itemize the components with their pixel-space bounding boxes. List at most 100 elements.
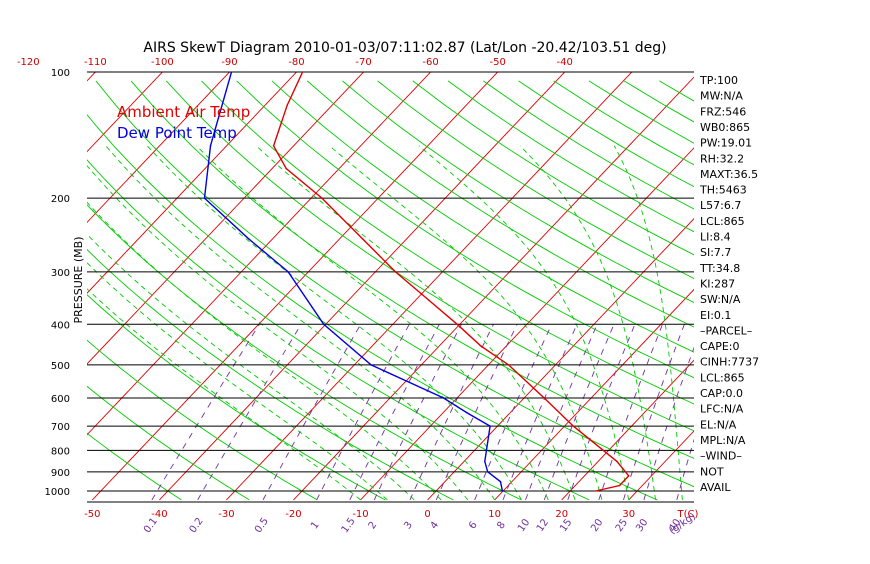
air-temp-point xyxy=(595,490,597,492)
mixing-ratio-line xyxy=(374,324,461,500)
top-temp-tick-label: -100 xyxy=(151,57,174,68)
pressure-tick-label: 200 xyxy=(51,194,70,205)
legend-air-temp: Ambient Air Temp xyxy=(117,103,250,121)
stability-index-item: MW:N/A xyxy=(700,90,743,103)
pressure-tick-label: 400 xyxy=(51,320,70,331)
stability-index-item: FRZ:546 xyxy=(700,105,746,118)
air-temp-point xyxy=(573,425,575,427)
dew-point-point xyxy=(489,425,491,427)
air-temp-point xyxy=(362,238,364,240)
pressure-tick-label: 700 xyxy=(51,422,70,433)
top-temp-tick-label: -90 xyxy=(221,57,237,68)
dry-adiabat-line xyxy=(166,81,861,500)
mixing-ratio-label: 12 xyxy=(535,517,551,534)
dry-adiabat-line xyxy=(307,81,870,500)
stability-index-item: LCL:865 xyxy=(700,215,745,228)
mixing-ratio-line xyxy=(436,324,517,500)
air-temp-point xyxy=(480,345,482,347)
air-temp-point xyxy=(395,271,397,273)
pressure-tick-label: 500 xyxy=(51,361,70,372)
mixing-ratio-label: 1 xyxy=(309,520,322,532)
bottom-temp-tick-label: -10 xyxy=(352,509,368,520)
mixing-ratio-label: 30 xyxy=(634,517,650,534)
air-temp-point xyxy=(508,364,510,366)
air-temp-point xyxy=(428,299,430,301)
moist-adiabat-line xyxy=(614,146,682,500)
air-temp-point xyxy=(543,397,545,399)
dew-point-point xyxy=(370,364,372,366)
dew-point-series-line xyxy=(205,72,503,491)
stability-index-item: WB0:865 xyxy=(700,121,750,134)
top-temp-tick-label: -120 xyxy=(17,57,40,68)
pressure-tick-label: 900 xyxy=(51,468,70,479)
mixing-ratio-line xyxy=(544,324,614,500)
air-temp-point xyxy=(286,104,288,106)
stability-index-item: MAXT:36.5 xyxy=(700,168,758,181)
moist-adiabat-line xyxy=(419,146,629,500)
top-temp-tick-label: -80 xyxy=(288,57,304,68)
moist-adiabat-line xyxy=(106,146,495,500)
pressure-tick-label: 300 xyxy=(51,268,70,279)
dew-point-point xyxy=(323,324,325,326)
air-temp-point xyxy=(302,71,304,73)
stability-index-item: TP:100 xyxy=(699,74,738,87)
stability-index-item: SI:7.7 xyxy=(700,246,731,259)
stability-index-item: LI:8.4 xyxy=(700,231,731,244)
air-temp-point xyxy=(321,197,323,199)
mixing-ratio-label: 10 xyxy=(516,517,532,534)
mixing-ratio-label: 3 xyxy=(402,520,415,532)
stability-index-item: AVAIL xyxy=(700,481,731,494)
bottom-temp-tick-label: -30 xyxy=(218,509,234,520)
chart-title: AIRS SkewT Diagram 2010-01-03/07:11:02.8… xyxy=(143,40,666,56)
air-temp-series-line xyxy=(274,72,629,491)
stability-index-item: KI:287 xyxy=(700,277,735,290)
stability-index-item: PW:19.01 xyxy=(700,137,752,150)
mixing-ratio-line xyxy=(198,324,302,500)
top-temp-tick-label: -70 xyxy=(355,57,371,68)
stability-index-item: CAPE:0 xyxy=(700,340,740,353)
stability-index-item: CAP:0.0 xyxy=(700,387,743,400)
stability-index-item: EL:N/A xyxy=(700,418,737,431)
mixing-ratio-line xyxy=(152,324,260,500)
bottom-temp-tick-label: 0 xyxy=(424,509,430,520)
stability-index-item: TT:34.8 xyxy=(699,262,740,275)
air-temp-point xyxy=(285,168,287,170)
stability-index-item: MPL:N/A xyxy=(700,434,746,447)
dry-adiabat-line xyxy=(378,81,870,500)
pressure-tick-label: 800 xyxy=(51,446,70,457)
dry-adiabat-line xyxy=(413,81,870,500)
dew-point-point xyxy=(443,397,445,399)
bottom-temp-tick-label: -50 xyxy=(84,509,100,520)
mixing-ratio-label: 2 xyxy=(367,520,380,532)
moist-adiabat-line xyxy=(329,146,602,500)
dew-point-point xyxy=(500,481,502,483)
dry-adiabat-line xyxy=(342,81,870,500)
dew-point-point xyxy=(466,412,468,414)
stability-index-item: EI:0.1 xyxy=(700,309,731,322)
dew-point-point xyxy=(287,271,289,273)
isotherm-line xyxy=(763,63,870,500)
dry-adiabat-line xyxy=(202,81,870,500)
stability-index-item: –WIND– xyxy=(700,450,742,463)
moist-adiabat-line xyxy=(40,146,441,500)
pressure-tick-label: 1000 xyxy=(45,487,70,498)
top-temp-tick-label: -60 xyxy=(422,57,438,68)
top-temp-tick-label: -40 xyxy=(557,57,573,68)
moist-adiabat-line xyxy=(520,146,656,500)
top-temp-tick-label: -110 xyxy=(84,57,107,68)
dew-point-point xyxy=(204,197,206,199)
moist-adiabat-line xyxy=(70,146,467,500)
dry-adiabat-line xyxy=(0,81,317,500)
y-axis-label: PRESSURE (MB) xyxy=(72,237,85,324)
mixing-ratio-label: 0.5 xyxy=(253,516,271,535)
stability-index-item: LFC:N/A xyxy=(700,403,744,416)
dew-point-point xyxy=(487,471,489,473)
stability-index-item: RH:32.2 xyxy=(700,152,744,165)
dry-adiabat-line xyxy=(448,81,870,500)
stability-index-item: L57:6.7 xyxy=(700,199,741,212)
air-temp-point xyxy=(273,145,275,147)
stability-index-item: –PARCEL– xyxy=(700,324,752,337)
dry-adiabat-line xyxy=(272,81,870,500)
dry-adiabat-line xyxy=(659,81,870,500)
